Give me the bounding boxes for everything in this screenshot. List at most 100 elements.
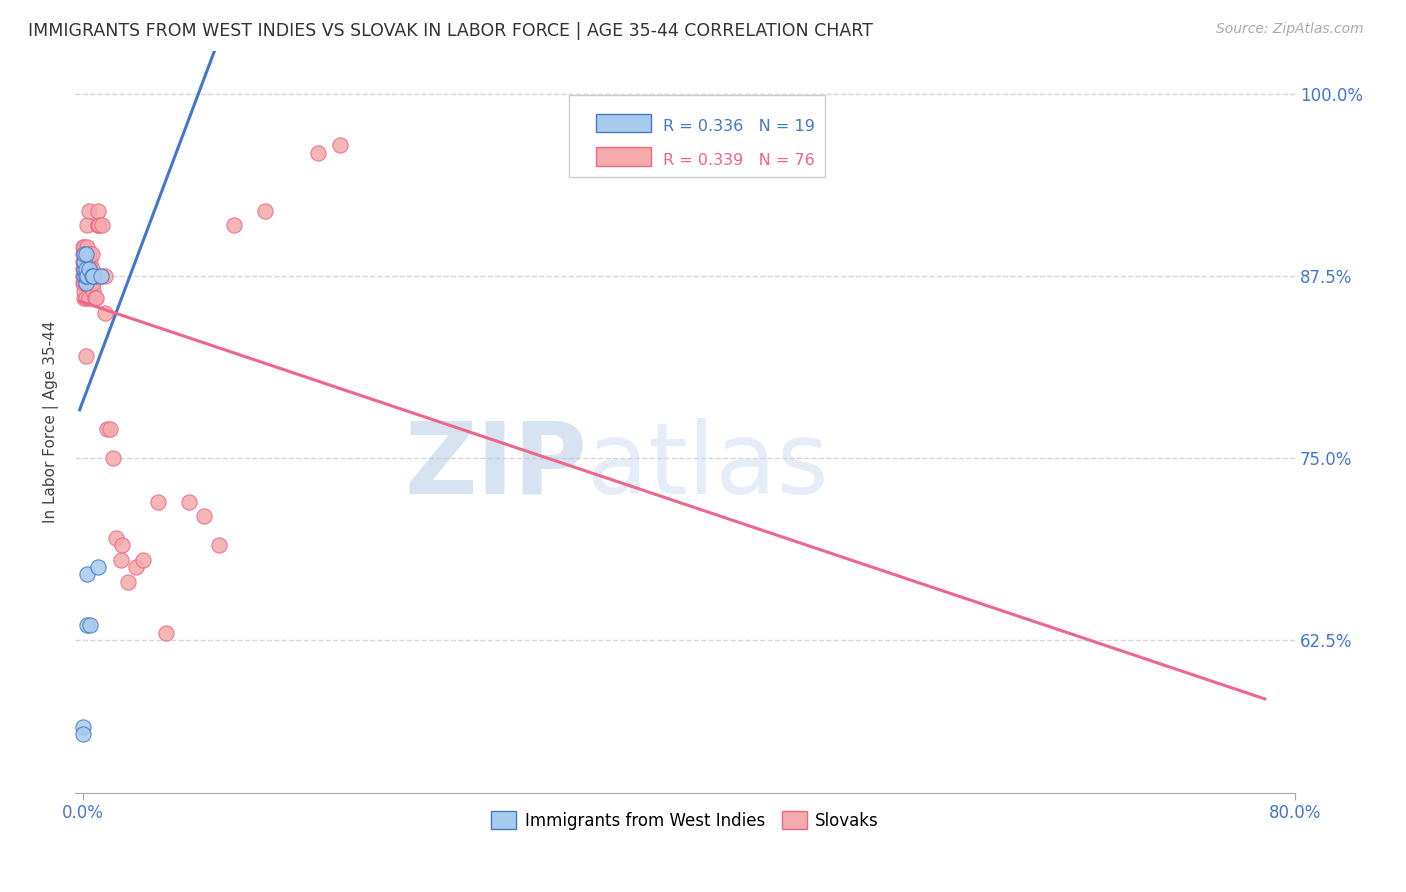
Point bbox=[90, 269, 112, 284]
Point bbox=[329, 138, 352, 153]
Point bbox=[105, 531, 128, 545]
Point bbox=[77, 277, 100, 291]
Bar bbox=[596, 114, 651, 132]
Point bbox=[73, 284, 96, 298]
Point bbox=[76, 269, 98, 284]
Point bbox=[80, 269, 103, 284]
Point bbox=[72, 261, 94, 276]
Text: R = 0.339   N = 76: R = 0.339 N = 76 bbox=[664, 153, 815, 168]
Point bbox=[253, 203, 276, 218]
Point bbox=[79, 269, 101, 284]
Point bbox=[94, 269, 117, 284]
Point bbox=[91, 219, 114, 233]
Point bbox=[98, 422, 121, 436]
Point bbox=[82, 269, 104, 284]
Text: ZIP: ZIP bbox=[405, 417, 588, 515]
Point bbox=[76, 618, 98, 632]
Point bbox=[75, 277, 97, 291]
Point bbox=[77, 269, 100, 284]
Point bbox=[80, 277, 103, 291]
Point bbox=[73, 291, 96, 305]
Point bbox=[75, 269, 97, 284]
Point bbox=[79, 247, 101, 261]
Y-axis label: In Labor Force | Age 35-44: In Labor Force | Age 35-44 bbox=[44, 320, 59, 523]
Point bbox=[75, 269, 97, 284]
Point bbox=[79, 261, 101, 276]
Point bbox=[80, 261, 103, 276]
Point bbox=[83, 291, 105, 305]
Point bbox=[80, 247, 103, 261]
Point bbox=[72, 254, 94, 268]
Point bbox=[101, 450, 124, 465]
Point bbox=[80, 269, 103, 284]
Bar bbox=[596, 147, 651, 166]
Point bbox=[87, 560, 110, 574]
Point bbox=[77, 269, 100, 284]
Point bbox=[77, 291, 100, 305]
Point bbox=[87, 219, 110, 233]
Point bbox=[76, 261, 98, 276]
Point bbox=[75, 261, 97, 276]
Legend: Immigrants from West Indies, Slovaks: Immigrants from West Indies, Slovaks bbox=[485, 805, 886, 837]
Point bbox=[76, 567, 98, 582]
Point bbox=[73, 247, 96, 261]
Point bbox=[224, 219, 246, 233]
Point bbox=[73, 247, 96, 261]
Point bbox=[75, 277, 97, 291]
Point bbox=[82, 284, 104, 298]
Point bbox=[76, 240, 98, 254]
Point bbox=[110, 553, 132, 567]
Point bbox=[148, 494, 170, 508]
Point bbox=[76, 254, 98, 268]
Point bbox=[79, 261, 101, 276]
Point bbox=[73, 269, 96, 284]
Point bbox=[177, 494, 200, 508]
Point bbox=[83, 269, 105, 284]
Point bbox=[73, 261, 96, 276]
Point bbox=[111, 538, 134, 552]
Point bbox=[90, 269, 112, 284]
Point bbox=[94, 305, 117, 319]
Point bbox=[117, 574, 139, 589]
Point bbox=[96, 422, 118, 436]
Point bbox=[72, 277, 94, 291]
Point bbox=[208, 538, 231, 552]
Point bbox=[76, 261, 98, 276]
Point bbox=[73, 277, 96, 291]
Point bbox=[75, 247, 97, 261]
Point bbox=[75, 291, 97, 305]
Point bbox=[72, 727, 94, 741]
Point bbox=[79, 618, 101, 632]
Point bbox=[72, 240, 94, 254]
Point bbox=[307, 145, 329, 160]
Point bbox=[77, 203, 100, 218]
Point bbox=[76, 247, 98, 261]
Point bbox=[72, 247, 94, 261]
Text: IMMIGRANTS FROM WEST INDIES VS SLOVAK IN LABOR FORCE | AGE 35-44 CORRELATION CHA: IMMIGRANTS FROM WEST INDIES VS SLOVAK IN… bbox=[28, 22, 873, 40]
Text: R = 0.336   N = 19: R = 0.336 N = 19 bbox=[664, 120, 815, 135]
Point bbox=[73, 240, 96, 254]
Point bbox=[87, 203, 110, 218]
Point bbox=[73, 261, 96, 276]
FancyBboxPatch shape bbox=[569, 95, 825, 177]
Point bbox=[75, 247, 97, 261]
Point bbox=[76, 219, 98, 233]
Text: atlas: atlas bbox=[588, 417, 830, 515]
Point bbox=[155, 625, 177, 640]
Point bbox=[75, 261, 97, 276]
Point bbox=[73, 254, 96, 268]
Point bbox=[73, 269, 96, 284]
Point bbox=[84, 269, 107, 284]
Point bbox=[79, 247, 101, 261]
Point bbox=[89, 219, 111, 233]
Point bbox=[82, 277, 104, 291]
Text: Source: ZipAtlas.com: Source: ZipAtlas.com bbox=[1216, 22, 1364, 37]
Point bbox=[73, 254, 96, 268]
Point bbox=[79, 254, 101, 268]
Point bbox=[125, 560, 148, 574]
Point bbox=[77, 261, 100, 276]
Point bbox=[72, 269, 94, 284]
Point bbox=[77, 261, 100, 276]
Point bbox=[84, 291, 107, 305]
Point bbox=[75, 269, 97, 284]
